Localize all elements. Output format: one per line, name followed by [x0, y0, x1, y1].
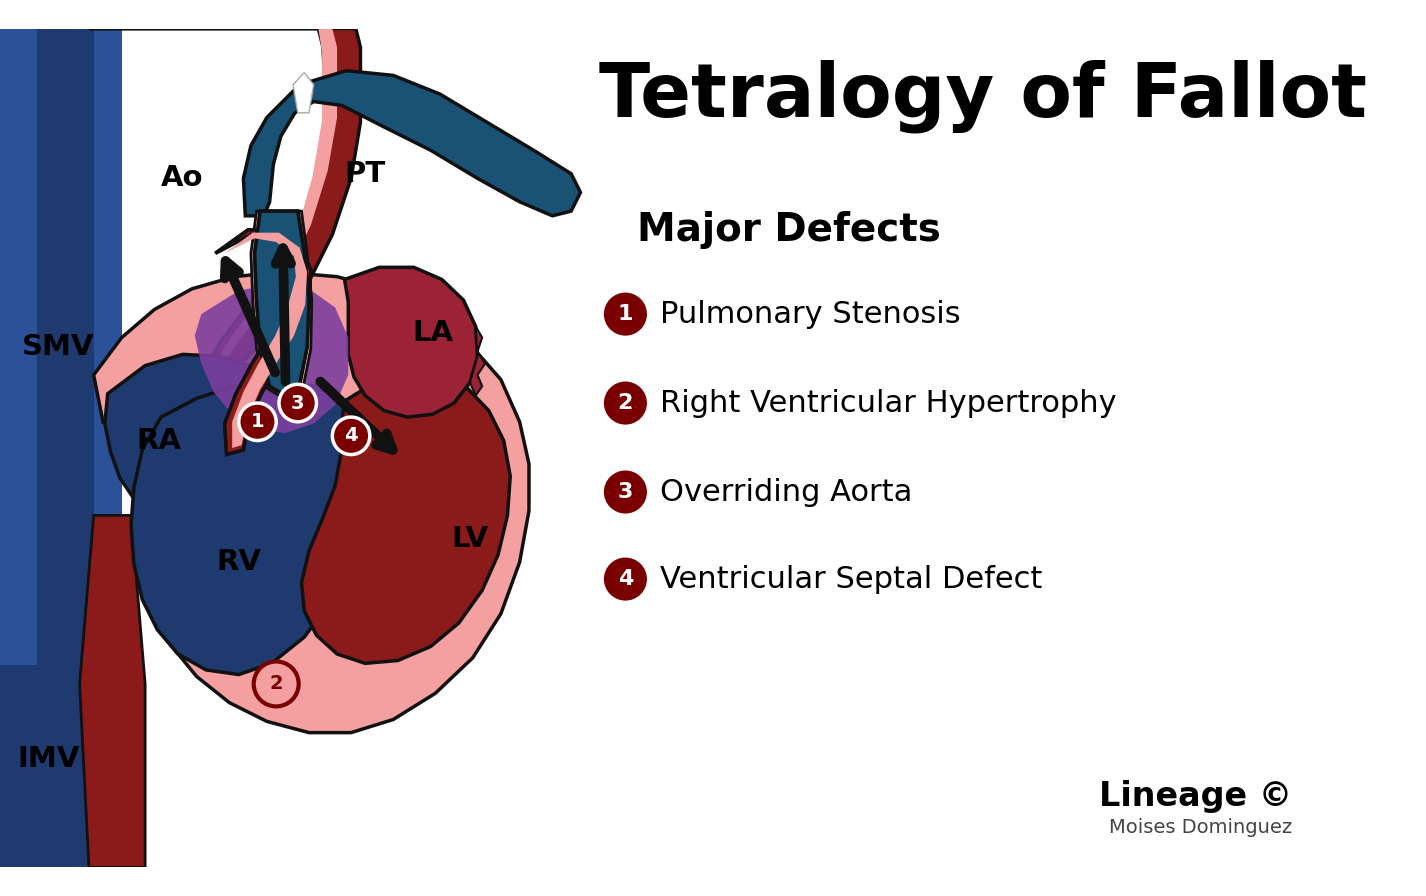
Polygon shape [108, 29, 337, 420]
Polygon shape [0, 665, 121, 867]
Text: Lineage ©: Lineage © [1099, 780, 1292, 813]
Text: RV: RV [217, 548, 261, 576]
Text: 1: 1 [251, 412, 264, 431]
Polygon shape [37, 29, 94, 867]
Polygon shape [301, 373, 511, 663]
Text: 4: 4 [344, 426, 358, 445]
Polygon shape [106, 355, 274, 525]
Text: 4: 4 [617, 569, 633, 589]
Polygon shape [294, 73, 314, 113]
Text: PT: PT [345, 159, 386, 187]
Polygon shape [131, 383, 365, 675]
Circle shape [603, 293, 647, 336]
Text: Pulmonary Stenosis: Pulmonary Stenosis [660, 299, 961, 329]
Circle shape [279, 384, 317, 422]
Polygon shape [94, 272, 529, 733]
Polygon shape [80, 515, 145, 867]
Text: Major Defects: Major Defects [636, 211, 941, 249]
Text: 2: 2 [270, 675, 282, 694]
Polygon shape [88, 29, 361, 426]
Polygon shape [251, 211, 312, 400]
Text: Ao: Ao [161, 164, 204, 193]
Circle shape [603, 470, 647, 513]
Circle shape [603, 557, 647, 600]
Circle shape [238, 403, 277, 441]
Text: Moises Dominguez: Moises Dominguez [1109, 818, 1292, 837]
Polygon shape [255, 211, 309, 395]
Text: Tetralogy of Fallot: Tetralogy of Fallot [599, 59, 1368, 133]
Polygon shape [255, 211, 309, 395]
Polygon shape [215, 230, 311, 454]
Text: LV: LV [452, 525, 489, 553]
Circle shape [332, 418, 369, 454]
Polygon shape [244, 71, 580, 216]
Polygon shape [225, 233, 307, 448]
Text: 1: 1 [617, 304, 633, 324]
Polygon shape [0, 29, 121, 867]
Text: RA: RA [137, 426, 181, 454]
Text: 3: 3 [291, 393, 305, 412]
Text: 3: 3 [617, 482, 633, 502]
Polygon shape [215, 230, 311, 454]
Polygon shape [471, 326, 485, 395]
Text: Ventricular Septal Defect: Ventricular Septal Defect [660, 564, 1042, 593]
Text: Right Ventricular Hypertrophy: Right Ventricular Hypertrophy [660, 389, 1117, 418]
Text: 2: 2 [617, 393, 633, 413]
Circle shape [254, 661, 298, 706]
Text: SMV: SMV [21, 333, 94, 361]
Text: IMV: IMV [17, 745, 80, 773]
Circle shape [603, 382, 647, 425]
Polygon shape [345, 267, 478, 418]
Text: Overriding Aorta: Overriding Aorta [660, 478, 913, 506]
Text: LA: LA [412, 319, 453, 347]
Polygon shape [195, 283, 348, 433]
